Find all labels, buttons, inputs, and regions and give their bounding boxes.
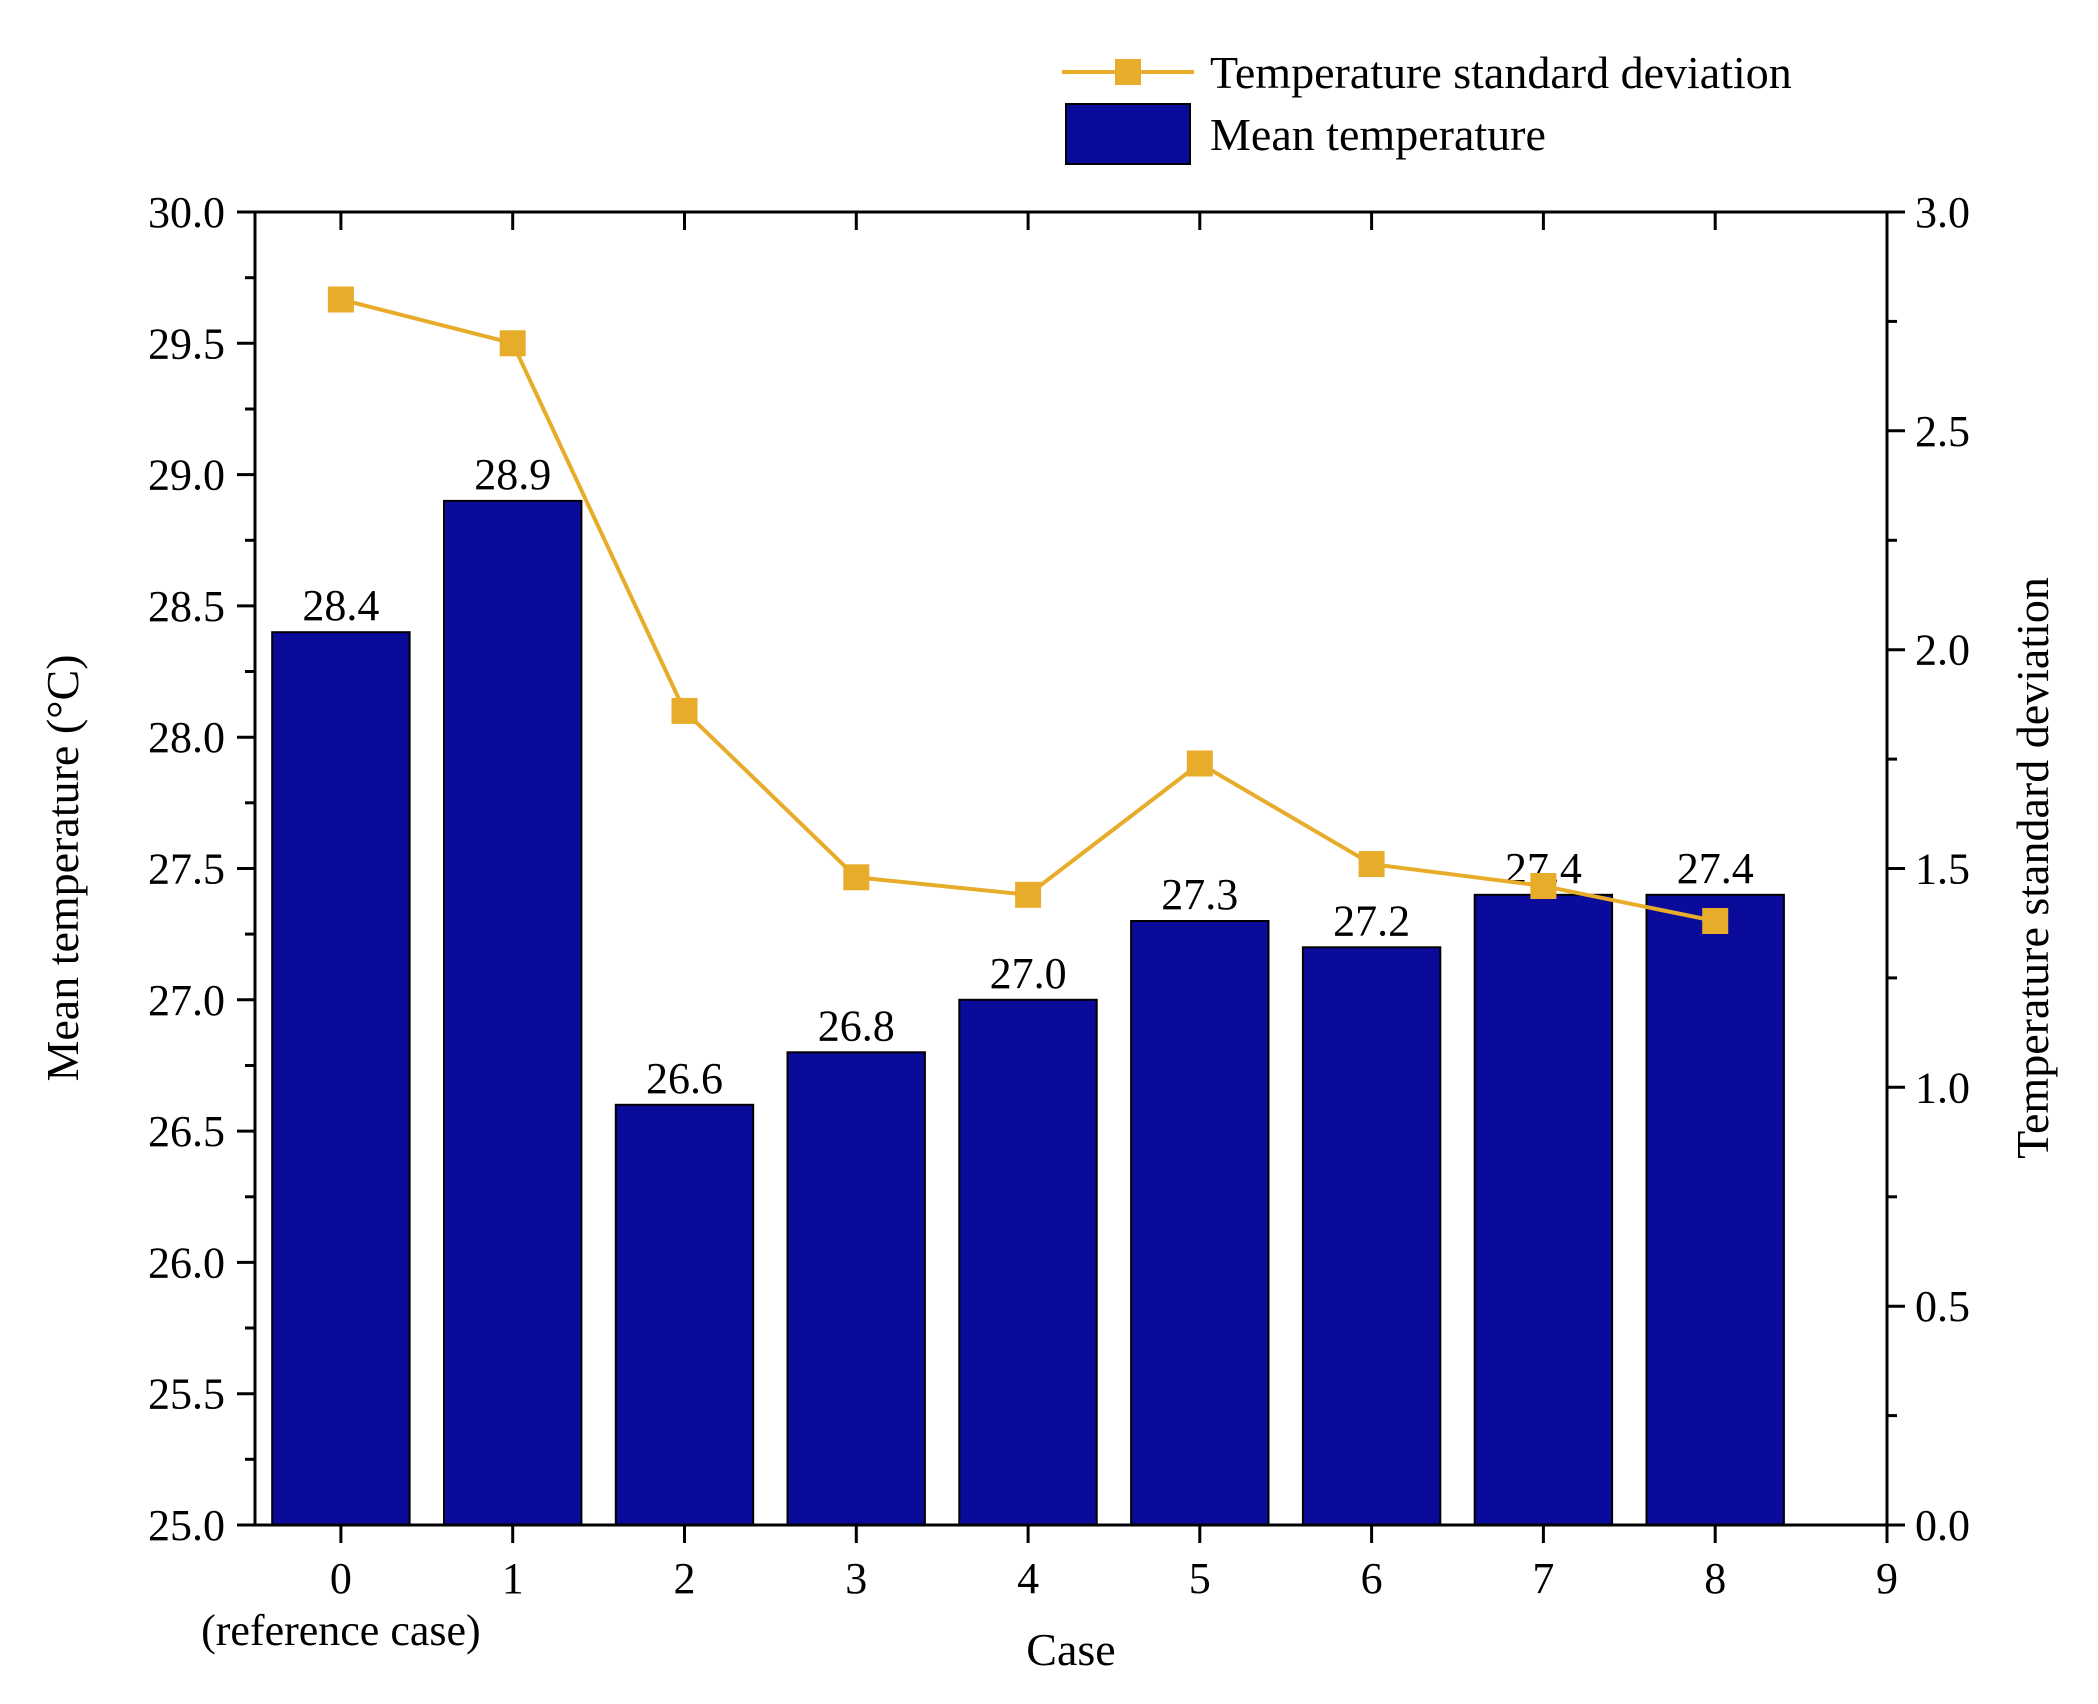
bar-case-8 — [1645, 893, 1785, 1526]
y-tick-label-29.0: 29.0 — [148, 451, 225, 500]
y2-tick-label-3.0: 3.0 — [1915, 188, 1970, 237]
std-dev-marker-case-0 — [327, 286, 354, 313]
x-tick-label-0: 0 — [330, 1554, 352, 1603]
bar-case-4 — [958, 998, 1098, 1526]
legend-entry-mean: Mean temperature — [1065, 103, 1546, 165]
ticks-group — [237, 210, 1905, 1543]
bar-case-6 — [1301, 946, 1442, 1526]
bar-case-7 — [1473, 893, 1614, 1526]
y2-tick-label-0.0: 0.0 — [1915, 1501, 1970, 1550]
bar-case-2 — [614, 1103, 755, 1527]
x-tick-label-9: 9 — [1876, 1554, 1898, 1603]
bar-label-case-6: 27.2 — [1333, 896, 1410, 945]
bar-label-case-8: 27.4 — [1677, 844, 1754, 893]
legend-std-dev-marker — [1115, 59, 1141, 85]
x-tick-label-8: 8 — [1704, 1554, 1726, 1603]
legend-entry-std-dev: Temperature standard deviation — [1062, 47, 1792, 98]
y-tick-label-27.5: 27.5 — [148, 845, 225, 894]
bar-label-case-3: 26.8 — [818, 1001, 895, 1050]
bar-label-case-2: 26.6 — [646, 1054, 723, 1103]
y-tick-label-30.0: 30.0 — [148, 188, 225, 237]
bar-case-5 — [1130, 920, 1270, 1526]
bar-label-case-5: 27.3 — [1161, 870, 1238, 919]
x-tick-label-2: 2 — [674, 1554, 696, 1603]
bar-case-1 — [443, 499, 583, 1526]
legend-std-dev-label: Temperature standard deviation — [1210, 47, 1792, 98]
y2-tick-label-1.0: 1.0 — [1915, 1063, 1970, 1112]
y-tick-label-28.5: 28.5 — [148, 582, 225, 631]
y-tick-label-29.5: 29.5 — [148, 319, 225, 368]
x-tick-label-7: 7 — [1532, 1554, 1554, 1603]
y-tick-label-25.5: 25.5 — [148, 1370, 225, 1419]
y-tick-label-28.0: 28.0 — [148, 713, 225, 762]
y-tick-label-26.0: 26.0 — [148, 1238, 225, 1287]
x-tick-label-6: 6 — [1361, 1554, 1383, 1603]
std-dev-marker-case-6 — [1358, 851, 1385, 878]
bar-label-case-1: 28.9 — [474, 450, 551, 499]
std-dev-marker-case-3 — [843, 864, 870, 891]
legend-mean-swatch — [1065, 103, 1191, 165]
bar-label-case-0: 28.4 — [302, 581, 379, 630]
x-tick-label-3: 3 — [845, 1554, 867, 1603]
x-tick-label-1: 1 — [502, 1554, 524, 1603]
y2-axis-title: Temperature standard deviation — [2007, 577, 2058, 1159]
y-tick-label-26.5: 26.5 — [148, 1107, 225, 1156]
tick-labels-group: 25.0 25.5 26.0 26.5 27.0 27.5 28.0 28.5 29.0 29.5… — [148, 188, 1970, 1655]
bar-label-case-4: 27.0 — [990, 949, 1067, 998]
y-tick-label-25.0: 25.0 — [148, 1501, 225, 1550]
x-tick-label-5: 5 — [1189, 1554, 1211, 1603]
bar-case-0 — [271, 631, 411, 1526]
y2-tick-label-1.5: 1.5 — [1915, 845, 1970, 894]
legend-mean-label: Mean temperature — [1210, 109, 1546, 160]
y2-tick-label-0.5: 0.5 — [1915, 1282, 1970, 1331]
std-dev-series — [327, 286, 1729, 934]
std-dev-marker-case-7 — [1530, 873, 1557, 899]
x-tick-sublabel-reference-case: (reference case) — [201, 1606, 481, 1655]
std-dev-marker-case-4 — [1015, 881, 1042, 908]
y2-tick-label-2.0: 2.0 — [1915, 626, 1970, 675]
legend: Temperature standard deviation Mean temp… — [1062, 47, 1792, 165]
y-tick-label-27.0: 27.0 — [148, 976, 225, 1025]
bar-case-3 — [786, 1051, 926, 1527]
x-tick-label-4: 4 — [1017, 1554, 1039, 1603]
x-axis-title: Case — [1026, 1624, 1115, 1675]
std-dev-marker-case-2 — [671, 697, 698, 724]
y-axis-title: Mean temperature (°C) — [37, 654, 88, 1081]
std-dev-marker-case-8 — [1702, 908, 1729, 934]
std-dev-marker-case-5 — [1186, 750, 1213, 777]
bars-group — [271, 499, 1785, 1527]
y2-tick-label-2.5: 2.5 — [1915, 407, 1970, 456]
std-dev-marker-case-1 — [499, 330, 526, 357]
